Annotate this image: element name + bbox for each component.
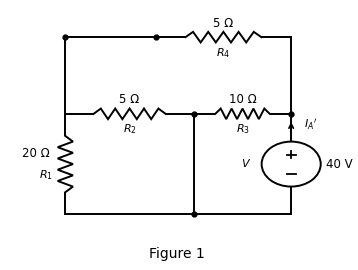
Text: 5 Ω: 5 Ω [213, 17, 233, 30]
Text: $V$: $V$ [241, 157, 251, 169]
Text: 10 Ω: 10 Ω [229, 93, 256, 106]
Text: $R_2$: $R_2$ [123, 122, 136, 136]
Text: 20 Ω: 20 Ω [22, 147, 50, 160]
Text: 40 V: 40 V [326, 158, 353, 171]
Text: Figure 1: Figure 1 [149, 247, 204, 261]
Text: 5 Ω: 5 Ω [120, 93, 140, 106]
Text: $R_4$: $R_4$ [216, 47, 231, 60]
Text: $R_3$: $R_3$ [236, 122, 250, 136]
Text: $I_A{}'$: $I_A{}'$ [304, 117, 317, 132]
Text: $R_1$: $R_1$ [39, 168, 53, 181]
